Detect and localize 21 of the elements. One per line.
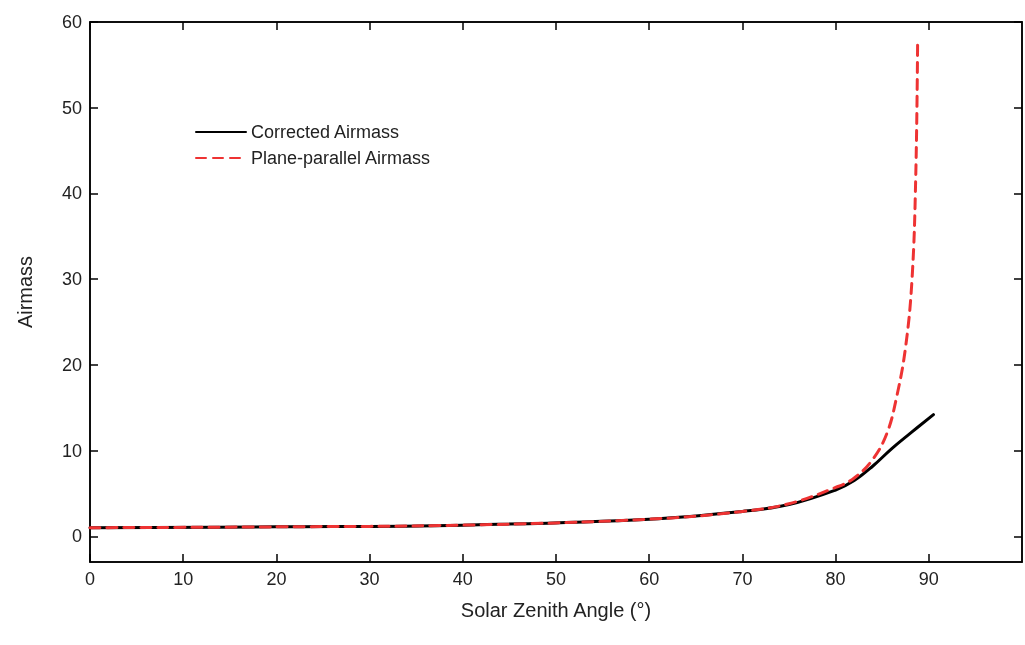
x-tick-label: 20 <box>266 569 287 589</box>
x-tick-label: 70 <box>732 569 753 589</box>
x-tick-label: 50 <box>545 569 567 589</box>
y-tick-label: 50 <box>61 97 82 118</box>
y-tick-label: 0 <box>71 526 82 547</box>
x-axis-title: Solar Zenith Angle (°) <box>460 599 652 621</box>
y-tick-label: 20 <box>61 354 82 375</box>
legend-label: Plane-parallel Airmass <box>251 148 431 168</box>
x-tick-label: 40 <box>452 569 473 589</box>
x-tick-label: 90 <box>918 569 939 589</box>
y-tick-label: 10 <box>61 440 82 461</box>
y-tick-label: 40 <box>61 183 82 204</box>
y-tick-label: 30 <box>61 269 82 290</box>
x-tick-label: 60 <box>639 569 660 589</box>
x-tick-label: 30 <box>359 569 380 589</box>
x-tick-label: 0 <box>84 569 96 589</box>
x-tick-label: 10 <box>173 569 194 589</box>
y-axis-title: Airmass <box>14 255 36 329</box>
y-tick-label: 60 <box>61 12 82 32</box>
legend-label: Corrected Airmass <box>251 122 400 142</box>
x-tick-label: 80 <box>825 569 846 589</box>
